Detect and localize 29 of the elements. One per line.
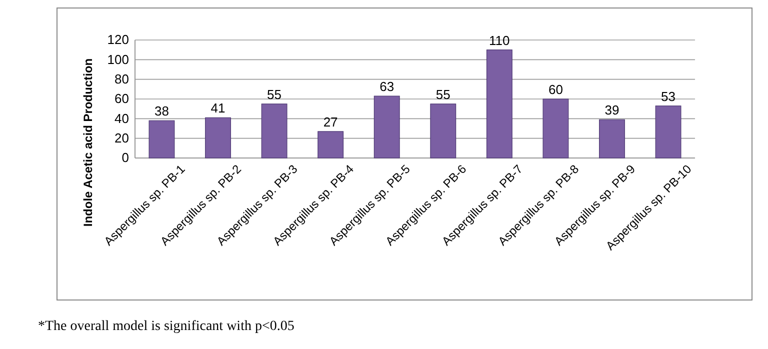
data-label: 63: [380, 79, 394, 94]
data-label: 55: [267, 86, 282, 102]
data-label: 38: [154, 104, 169, 119]
y-tick-label: 120: [107, 32, 129, 48]
y-tick-label: 60: [114, 91, 129, 106]
data-label: 41: [210, 100, 226, 116]
data-label: 53: [661, 88, 676, 104]
y-tick-label: 40: [114, 110, 129, 126]
y-tick-label: 0: [122, 150, 129, 166]
bar: [430, 104, 456, 158]
bar: [374, 96, 400, 158]
bar: [318, 131, 344, 158]
bar: [486, 50, 512, 158]
data-label: 27: [323, 114, 338, 130]
text: *The overall model is significant with p<0.05: [38, 319, 294, 334]
y-axis-title: Indole Acetic acid Production: [81, 58, 95, 227]
y-tick-label: 100: [107, 52, 129, 67]
bar: [542, 98, 569, 158]
bar: [148, 120, 175, 158]
data-label: 110: [489, 32, 510, 48]
y-tick-label: 80: [114, 71, 129, 86]
bar: [599, 119, 625, 158]
y-tick-label: 20: [114, 130, 129, 146]
bar: [205, 117, 231, 158]
bar: [655, 106, 682, 158]
data-label: 60: [548, 82, 563, 97]
bar: [261, 104, 288, 158]
data-label: 39: [604, 102, 620, 118]
data-label: 55: [436, 86, 450, 102]
